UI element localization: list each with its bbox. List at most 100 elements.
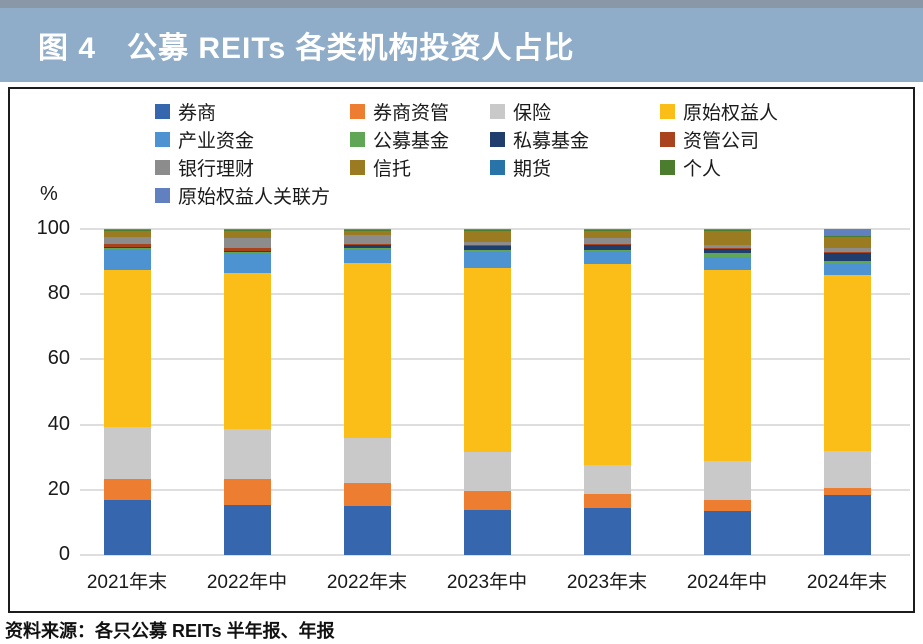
bar-segment-产业资金 [463, 251, 511, 269]
legend-item-保险: 保险 [490, 97, 660, 125]
bar-segment-保险 [703, 461, 751, 500]
bar-segment-保险 [103, 426, 151, 480]
bar-segment-公募基金 [103, 248, 151, 250]
legend-item-期货: 期货 [490, 153, 660, 181]
bar-segment-资管公司 [103, 244, 151, 247]
legend-label: 产业资金 [178, 130, 255, 152]
legend-item-原始权益人: 原始权益人 [660, 97, 900, 125]
bar-segment-产业资金 [103, 249, 151, 271]
bar-segment-信托 [823, 237, 871, 249]
bar-segment-券商 [463, 510, 511, 555]
bar-segment-资管公司 [823, 251, 871, 253]
legend-item-个人: 个人 [660, 153, 900, 181]
legend-item-资管公司: 资管公司 [660, 125, 900, 153]
bar-segment-个人 [223, 229, 271, 231]
bar-segment-公募基金 [343, 247, 391, 249]
bar-segment-券商资管 [703, 499, 751, 512]
bar-segment-资管公司 [583, 244, 631, 246]
bar-segment-资管公司 [223, 247, 271, 251]
bar-segment-资管公司 [343, 244, 391, 246]
bar-segment-期货 [343, 230, 391, 231]
legend-swatch-icon [155, 131, 170, 147]
bar-segment-私募基金 [703, 248, 751, 254]
bar-segment-期货 [583, 230, 631, 231]
legend-item-产业资金: 产业资金 [155, 125, 350, 153]
bar-segment-公募基金 [463, 250, 511, 252]
legend-label: 期货 [513, 158, 552, 180]
legend-label: 券商资管 [373, 102, 450, 124]
bar-2022年中 [223, 229, 271, 555]
bar-segment-公募基金 [823, 260, 871, 264]
bar-segment-期货 [463, 230, 511, 231]
figure-title: 图 4 公募 REITs 各类机构投资人占比 [38, 32, 575, 65]
legend-label: 私募基金 [513, 130, 590, 152]
figure-title-bar: 图 4 公募 REITs 各类机构投资人占比 [0, 8, 923, 82]
legend-swatch-icon [350, 103, 365, 119]
bar-segment-银行理财 [823, 248, 871, 252]
legend-label: 券商 [178, 102, 217, 124]
bar-segment-原始权益人关联方 [463, 229, 511, 230]
bar-segment-期货 [223, 230, 271, 231]
legend-label: 原始权益人 [683, 102, 779, 124]
bar-segment-券商 [703, 511, 751, 555]
legend-swatch-icon [660, 103, 675, 119]
bar-segment-原始权益人 [703, 270, 751, 462]
x-category-label-2023年末: 2023年末 [566, 572, 648, 593]
bar-segment-信托 [103, 230, 151, 238]
bar-2023年末 [583, 229, 631, 555]
y-tick-label-80: 80 [47, 282, 70, 305]
legend-swatch-icon [660, 159, 675, 175]
bar-segment-券商资管 [463, 490, 511, 511]
bar-segment-原始权益人关联方 [103, 229, 151, 230]
legend-item-券商资管: 券商资管 [350, 97, 490, 125]
chart-legend: 券商 券商资管 保险 原始权益人 产业资金 公募基金 私募基金 资管公司 银行理财 信托 期货 个人原… [155, 97, 900, 209]
legend-swatch-icon [155, 187, 170, 203]
legend-swatch-icon [490, 103, 505, 119]
x-category-label-2024年末: 2024年末 [806, 572, 888, 593]
x-category-label-2021年末: 2021年末 [86, 572, 168, 593]
bar-segment-原始权益人关联方 [223, 229, 271, 230]
bar-segment-原始权益人 [583, 263, 631, 466]
bar-segment-产业资金 [823, 263, 871, 275]
bar-segment-公募基金 [703, 253, 751, 257]
bar-segment-券商 [103, 500, 151, 555]
bar-2021年末 [103, 229, 151, 555]
gridline-0 [80, 554, 910, 556]
bar-segment-个人 [103, 229, 151, 231]
bar-segment-产业资金 [583, 250, 631, 264]
bar-segment-券商资管 [583, 494, 631, 508]
bar-segment-私募基金 [103, 246, 151, 249]
legend-item-私募基金: 私募基金 [490, 125, 660, 153]
bar-segment-资管公司 [703, 247, 751, 249]
top-edge-strip [0, 0, 923, 8]
bar-segment-原始权益人关联方 [703, 229, 751, 230]
bar-segment-信托 [583, 230, 631, 239]
bar-segment-原始权益人 [223, 273, 271, 429]
bar-segment-原始权益人关联方 [823, 229, 871, 236]
y-tick-label-0: 0 [58, 543, 70, 565]
y-axis-unit-label: % [40, 183, 58, 205]
bar-segment-银行理财 [343, 234, 391, 245]
bar-segment-原始权益人 [103, 270, 151, 427]
bar-segment-券商资管 [103, 479, 151, 501]
bar-2023年中 [463, 229, 511, 555]
bar-segment-保险 [823, 451, 871, 488]
bar-segment-信托 [343, 230, 391, 235]
legend-label: 保险 [513, 102, 552, 124]
bar-segment-券商 [583, 507, 631, 555]
legend-label: 资管公司 [683, 130, 760, 152]
bar-segment-原始权益人关联方 [583, 229, 631, 230]
legend-label: 公募基金 [373, 130, 450, 152]
bar-segment-期货 [103, 230, 151, 231]
bar-segment-保险 [583, 465, 631, 495]
legend-item-银行理财: 银行理财 [155, 153, 350, 181]
legend-item-公募基金: 公募基金 [350, 125, 490, 153]
bar-segment-银行理财 [703, 245, 751, 248]
legend-item-信托: 信托 [350, 153, 490, 181]
bar-2024年中 [703, 229, 751, 555]
bar-segment-券商 [343, 506, 391, 555]
bar-segment-私募基金 [583, 245, 631, 250]
bar-segment-信托 [223, 230, 271, 239]
bar-segment-个人 [823, 235, 871, 237]
